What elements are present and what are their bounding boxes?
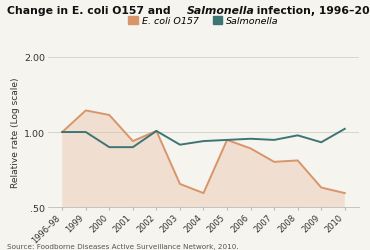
Text: Change in E. coli O157 and: Change in E. coli O157 and bbox=[7, 6, 175, 16]
Legend: E. coli O157, Salmonella: E. coli O157, Salmonella bbox=[125, 14, 282, 29]
Text: infection, 1996–2010: infection, 1996–2010 bbox=[253, 6, 370, 16]
Y-axis label: Relative rate (Log scale): Relative rate (Log scale) bbox=[11, 78, 20, 188]
Text: Salmonella: Salmonella bbox=[187, 6, 255, 16]
Text: Source: Foodborne Diseases Active Surveillance Network, 2010.: Source: Foodborne Diseases Active Survei… bbox=[7, 243, 239, 249]
